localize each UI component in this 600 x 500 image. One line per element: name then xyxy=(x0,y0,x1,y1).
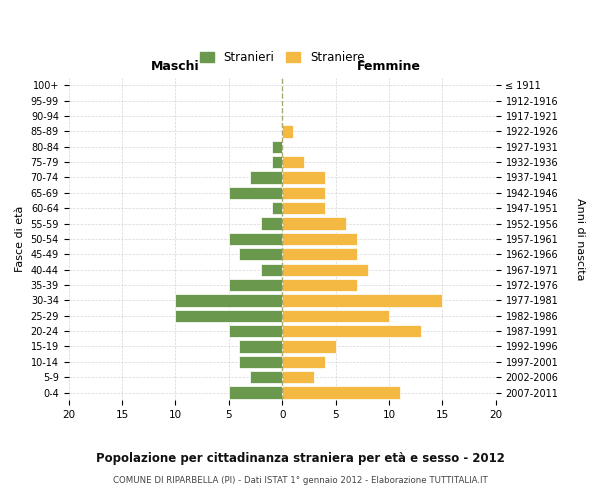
Bar xyxy=(282,325,421,338)
Bar xyxy=(282,202,325,214)
Bar xyxy=(282,233,357,245)
Bar xyxy=(229,386,282,398)
Text: Maschi: Maschi xyxy=(151,60,200,73)
Legend: Stranieri, Straniere: Stranieri, Straniere xyxy=(200,51,364,64)
Bar xyxy=(229,325,282,338)
Text: Popolazione per cittadinanza straniera per età e sesso - 2012: Popolazione per cittadinanza straniera p… xyxy=(95,452,505,465)
Bar xyxy=(282,218,346,230)
Bar xyxy=(250,371,282,384)
Bar xyxy=(261,218,282,230)
Bar xyxy=(282,248,357,260)
Bar xyxy=(239,248,282,260)
Bar xyxy=(282,386,400,398)
Bar xyxy=(261,264,282,276)
Bar xyxy=(282,371,314,384)
Bar xyxy=(282,156,304,168)
Bar xyxy=(282,172,325,183)
Text: COMUNE DI RIPARBELLA (PI) - Dati ISTAT 1° gennaio 2012 - Elaborazione TUTTITALIA: COMUNE DI RIPARBELLA (PI) - Dati ISTAT 1… xyxy=(113,476,487,485)
Bar xyxy=(282,310,389,322)
Bar xyxy=(282,340,335,352)
Bar xyxy=(282,356,325,368)
Bar xyxy=(282,279,357,291)
Bar xyxy=(239,356,282,368)
Bar xyxy=(229,186,282,199)
Bar xyxy=(250,172,282,183)
Bar xyxy=(239,340,282,352)
Bar xyxy=(229,233,282,245)
Text: Femmine: Femmine xyxy=(357,60,421,73)
Bar xyxy=(175,294,282,306)
Bar xyxy=(272,140,282,153)
Bar xyxy=(282,125,293,138)
Y-axis label: Anni di nascita: Anni di nascita xyxy=(575,198,585,280)
Bar xyxy=(272,156,282,168)
Bar xyxy=(282,264,368,276)
Bar xyxy=(175,310,282,322)
Bar xyxy=(272,202,282,214)
Bar xyxy=(282,186,325,199)
Bar xyxy=(282,294,442,306)
Y-axis label: Fasce di età: Fasce di età xyxy=(15,206,25,272)
Bar xyxy=(229,279,282,291)
